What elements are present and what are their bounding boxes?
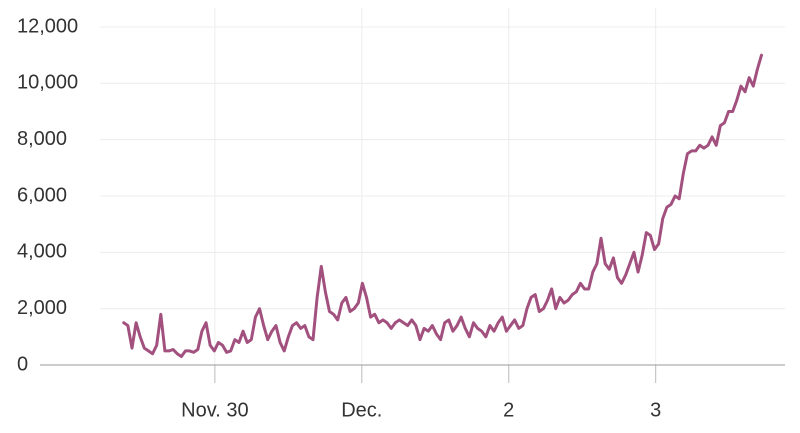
y-tick-label: 0 bbox=[17, 353, 28, 375]
x-tick-label: 2 bbox=[503, 399, 514, 421]
line bbox=[122, 53, 763, 359]
x-tick-label: 3 bbox=[650, 399, 661, 421]
y-tick-label: 4,000 bbox=[17, 241, 67, 263]
y-tick-label: 12,000 bbox=[17, 15, 78, 37]
x-tick-label: Nov. 30 bbox=[181, 399, 248, 421]
y-tick-label: 10,000 bbox=[17, 72, 78, 94]
x-tick-label: Dec. bbox=[341, 399, 382, 421]
y-tick-label: 2,000 bbox=[17, 297, 67, 319]
y-tick-label: 8,000 bbox=[17, 128, 67, 150]
y-tick-label: 6,000 bbox=[17, 184, 67, 206]
